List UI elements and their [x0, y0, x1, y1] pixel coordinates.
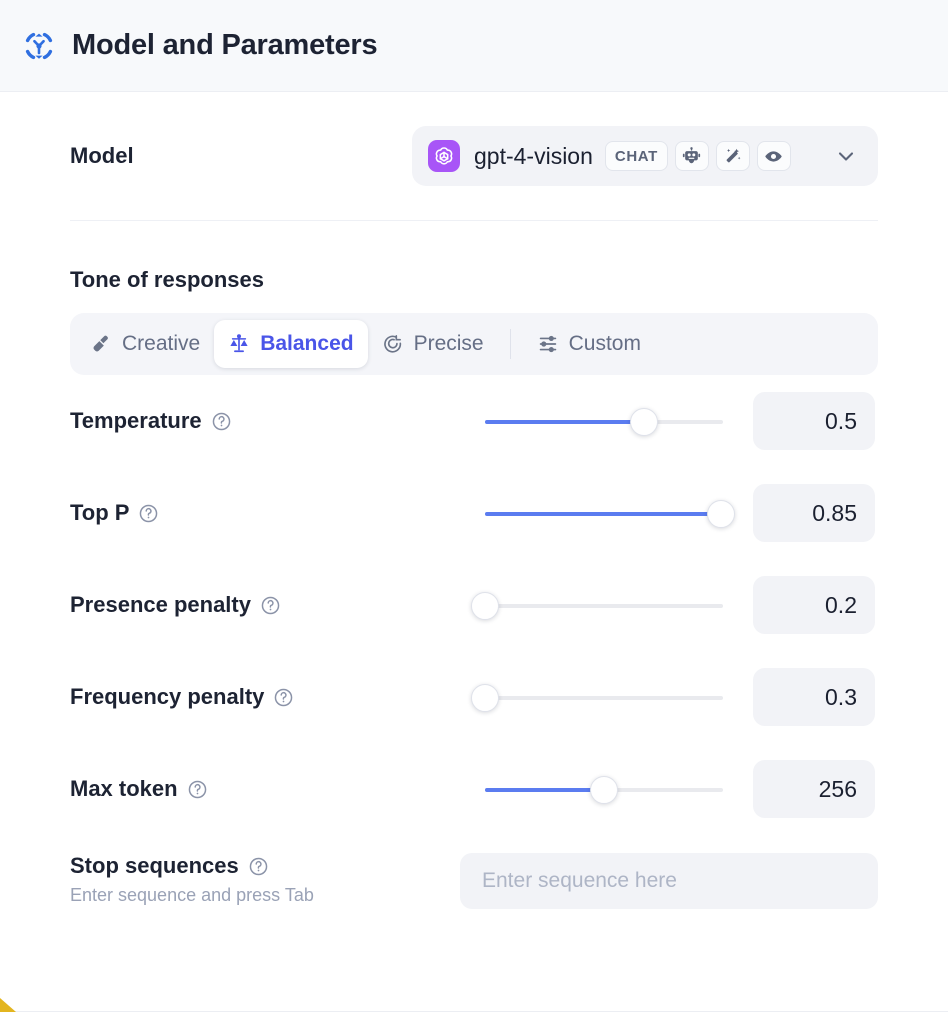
- parameter-value[interactable]: 256: [753, 760, 875, 818]
- tone-option-balanced-label: Balanced: [260, 332, 354, 355]
- parameter-label: Top P: [70, 500, 130, 525]
- parameter-label-group: Max token: [70, 776, 485, 802]
- parameter-value[interactable]: 0.3: [753, 668, 875, 726]
- slider-thumb[interactable]: [590, 776, 618, 804]
- tone-segmented-control: Creative Balanced P: [70, 313, 878, 375]
- model-row: Model gpt-4-vision CHAT: [70, 92, 878, 220]
- parameter-rows: Temperature 0.5 Top P 0.85 Presence penalty 0…: [70, 375, 878, 835]
- badge-robot[interactable]: [674, 141, 709, 171]
- parameter-label-group: Frequency penalty: [70, 684, 485, 710]
- slider-fill: [485, 512, 721, 516]
- panel-header: Model and Parameters: [0, 0, 948, 92]
- slider-thumb[interactable]: [471, 684, 499, 712]
- parameter-value[interactable]: 0.2: [753, 576, 875, 634]
- slider-thumb[interactable]: [630, 408, 659, 436]
- robot-icon: [683, 146, 701, 163]
- parameter-slider[interactable]: [485, 401, 723, 441]
- scales-icon: [230, 334, 248, 353]
- slider-track[interactable]: [485, 696, 723, 700]
- tone-option-creative[interactable]: Creative: [76, 320, 214, 368]
- help-circle-icon[interactable]: [273, 687, 294, 708]
- parameter-row: Top P 0.85: [70, 467, 878, 559]
- parameter-slider[interactable]: [471, 677, 723, 717]
- badge-magic-wand[interactable]: [715, 141, 750, 171]
- parameter-row: Frequency penalty 0.3: [70, 651, 878, 743]
- stop-sequences-label-group: Stop sequences Enter sequence and press …: [70, 853, 460, 906]
- stop-sequences-label: Stop sequences: [70, 853, 239, 878]
- slider-thumb[interactable]: [706, 500, 735, 528]
- eye-icon: [765, 150, 783, 162]
- parameter-slider[interactable]: [471, 585, 723, 625]
- tone-section-title: Tone of responses: [70, 267, 264, 292]
- parameter-row: Presence penalty 0.2: [70, 559, 878, 651]
- stop-sequences-input[interactable]: [460, 853, 878, 909]
- tone-option-creative-label: Creative: [122, 332, 201, 355]
- target-icon: [383, 335, 401, 353]
- parameter-label-group: Top P: [70, 500, 485, 526]
- tone-option-precise[interactable]: Precise: [368, 320, 498, 368]
- parameter-value[interactable]: 0.5: [753, 392, 875, 450]
- stop-sequences-title: Stop sequences: [70, 853, 460, 879]
- help-circle-icon[interactable]: [260, 595, 281, 616]
- help-circle-icon[interactable]: [248, 856, 269, 877]
- chevron-down-icon[interactable]: [834, 144, 864, 168]
- parameter-value[interactable]: 0.85: [753, 484, 875, 542]
- parameter-label: Temperature: [70, 408, 202, 433]
- magic-wand-icon: [726, 148, 741, 162]
- help-circle-icon[interactable]: [138, 503, 159, 524]
- parameter-slider[interactable]: [485, 769, 723, 809]
- page-title: Model and Parameters: [72, 29, 378, 61]
- model-name: gpt-4-vision: [474, 142, 593, 169]
- model-network-icon: [25, 32, 53, 59]
- help-circle-icon[interactable]: [211, 411, 232, 432]
- parameter-row: Temperature 0.5: [70, 375, 878, 467]
- parameter-label: Max token: [70, 776, 178, 801]
- stop-sequences-row: Stop sequences Enter sequence and press …: [70, 835, 878, 909]
- parameter-label: Frequency penalty: [70, 684, 265, 709]
- parameter-label: Presence penalty: [70, 592, 251, 617]
- paintbrush-icon: [93, 335, 108, 352]
- tone-option-custom-label: Custom: [568, 332, 641, 355]
- slider-thumb[interactable]: [471, 592, 499, 620]
- tone-option-custom[interactable]: Custom: [523, 320, 655, 368]
- model-select[interactable]: gpt-4-vision CHAT: [412, 126, 878, 186]
- slider-track[interactable]: [485, 604, 723, 608]
- sliders-icon: [539, 335, 556, 353]
- parameter-slider[interactable]: [485, 493, 735, 533]
- slider-fill: [485, 420, 645, 424]
- tone-option-balanced[interactable]: Balanced: [214, 320, 368, 368]
- badge-chat-label: CHAT: [614, 147, 658, 165]
- stop-sequences-hint: Enter sequence and press Tab: [70, 885, 314, 905]
- parameter-label-group: Presence penalty: [70, 592, 485, 618]
- corner-accent-marker: [0, 998, 16, 1012]
- help-circle-icon[interactable]: [187, 779, 208, 800]
- badge-chat[interactable]: CHAT: [604, 141, 668, 171]
- badge-eye[interactable]: [756, 141, 791, 171]
- model-label: Model: [70, 143, 134, 168]
- parameter-row: Max token 256: [70, 743, 878, 835]
- parameter-label-group: Temperature: [70, 408, 485, 434]
- section-divider: [70, 220, 878, 221]
- tone-option-precise-label: Precise: [413, 332, 484, 355]
- openai-logo-icon: [428, 140, 460, 172]
- tone-separator: [509, 329, 511, 359]
- slider-fill: [485, 788, 604, 792]
